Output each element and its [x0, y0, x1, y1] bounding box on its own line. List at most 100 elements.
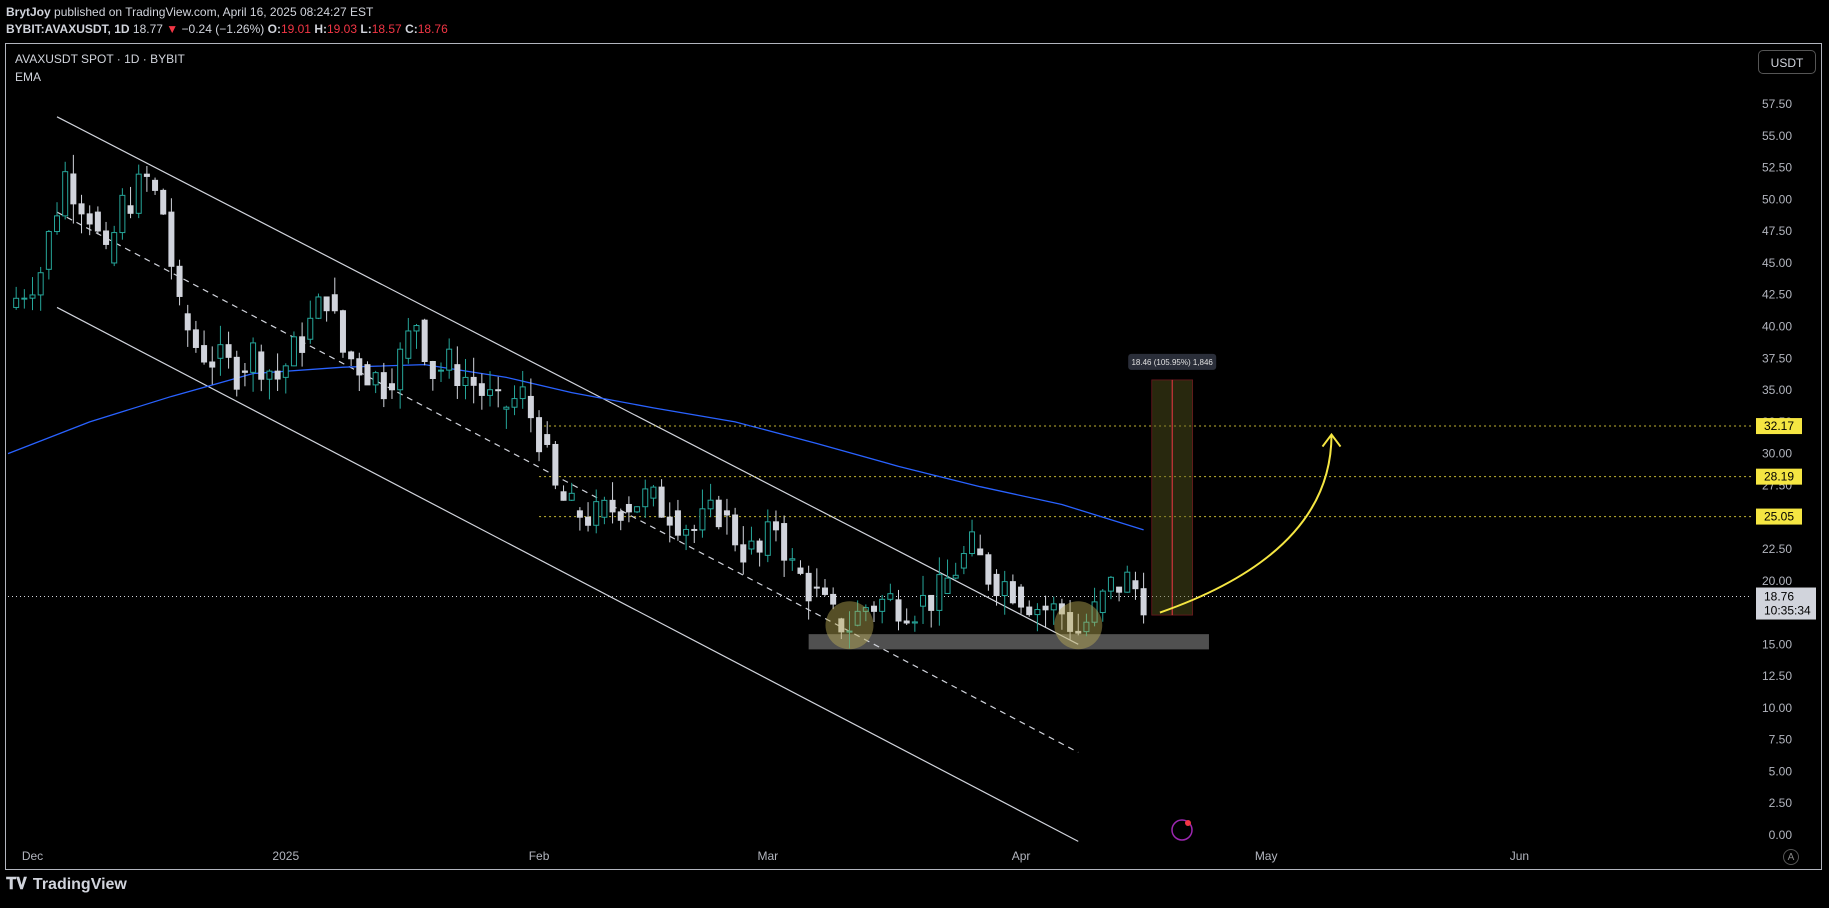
- author-name[interactable]: BrytJoy: [6, 5, 51, 19]
- candle-body: [233, 356, 240, 390]
- candle: [233, 350, 240, 397]
- candle: [1026, 600, 1033, 617]
- y-tick-label: 55.00: [1762, 129, 1792, 143]
- candle: [813, 568, 820, 598]
- candle: [405, 317, 412, 364]
- candle-body: [307, 317, 314, 340]
- candle: [217, 325, 224, 376]
- candle: [772, 510, 779, 542]
- candle: [879, 594, 886, 624]
- candle: [397, 342, 404, 409]
- candle: [699, 489, 706, 538]
- change-down-icon: ▼: [166, 22, 179, 36]
- candle-body: [576, 510, 583, 518]
- target-level-badge: [1756, 418, 1802, 435]
- candle: [625, 496, 632, 523]
- candle: [241, 363, 248, 387]
- candle-body: [348, 351, 355, 360]
- candle-body: [54, 215, 61, 233]
- candle-body: [470, 376, 477, 386]
- candle-body: [241, 370, 248, 373]
- candle: [756, 538, 763, 567]
- candle-body: [854, 610, 861, 626]
- open-value: 19.01: [280, 22, 311, 36]
- candle-body: [331, 294, 338, 312]
- candle-body: [732, 514, 739, 546]
- candle-body: [323, 296, 330, 312]
- candle: [707, 483, 714, 518]
- candle: [380, 362, 387, 408]
- candle-body: [1034, 609, 1041, 616]
- candle-body: [168, 211, 175, 267]
- high-value: 19.03: [327, 22, 358, 36]
- candle: [969, 519, 976, 557]
- candle-body: [527, 395, 534, 419]
- candle: [323, 296, 330, 322]
- candle-body: [462, 376, 469, 386]
- candle: [527, 378, 534, 433]
- candle-body: [560, 491, 567, 501]
- candle: [446, 338, 453, 379]
- candle-body: [830, 593, 837, 605]
- y-tick-label: 45.00: [1762, 256, 1792, 270]
- candle: [1001, 570, 1008, 615]
- x-tick-label: Apr: [1012, 849, 1031, 863]
- candle: [952, 562, 959, 580]
- candle-body: [1140, 588, 1147, 616]
- candle-body: [797, 567, 804, 574]
- y-tick-label: 5.00: [1769, 764, 1793, 778]
- channel-middle-line: [56, 211, 1079, 753]
- candle: [609, 482, 616, 524]
- candle-body: [911, 621, 918, 624]
- candle: [13, 286, 20, 310]
- candle-body: [634, 506, 641, 513]
- currency-button[interactable]: USDT: [1758, 50, 1816, 74]
- candle-body: [372, 372, 379, 386]
- candle-body: [184, 313, 191, 331]
- candle: [560, 485, 567, 501]
- candle-body: [805, 572, 812, 602]
- candle: [70, 154, 77, 224]
- candle: [519, 370, 526, 409]
- candle-body: [593, 501, 600, 526]
- candle-body: [617, 511, 624, 521]
- candle: [127, 186, 134, 219]
- candle: [454, 346, 461, 399]
- candle-body: [274, 370, 281, 380]
- candle: [478, 373, 485, 410]
- candle: [37, 266, 44, 311]
- candle: [1018, 584, 1025, 614]
- candle-body: [740, 544, 747, 563]
- candle: [993, 569, 1000, 606]
- candle-body: [413, 325, 420, 332]
- x-tick-label: Feb: [529, 849, 550, 863]
- candle: [536, 410, 543, 462]
- x-tick-label: Dec: [22, 849, 43, 863]
- candle-body: [176, 265, 183, 297]
- candle: [348, 350, 355, 366]
- target-level-badge: [1756, 468, 1802, 485]
- auto-scale-button[interactable]: A: [1783, 849, 1799, 865]
- ema-line: [7, 364, 1144, 531]
- candle-body: [895, 599, 902, 622]
- tradingview-brand[interactable]: 𝐓𝐕 TradingView: [6, 876, 127, 894]
- open-label: O:: [267, 22, 281, 36]
- candle-body: [160, 189, 167, 215]
- candle-body: [699, 508, 706, 531]
- candle: [789, 548, 796, 571]
- candle-body: [650, 486, 657, 499]
- candle-body: [756, 540, 763, 553]
- candle: [94, 206, 101, 235]
- y-tick-label: 47.50: [1762, 224, 1792, 238]
- candle-body: [192, 329, 199, 348]
- x-tick-label: Jun: [1510, 849, 1529, 863]
- candle: [1132, 571, 1139, 600]
- candle: [495, 376, 502, 408]
- candle: [1091, 587, 1098, 627]
- candle-body: [217, 344, 224, 359]
- candle: [1116, 586, 1123, 602]
- target-level-label: 32.17: [1764, 419, 1794, 433]
- candle: [1099, 589, 1106, 622]
- indicator-label[interactable]: EMA: [15, 70, 42, 84]
